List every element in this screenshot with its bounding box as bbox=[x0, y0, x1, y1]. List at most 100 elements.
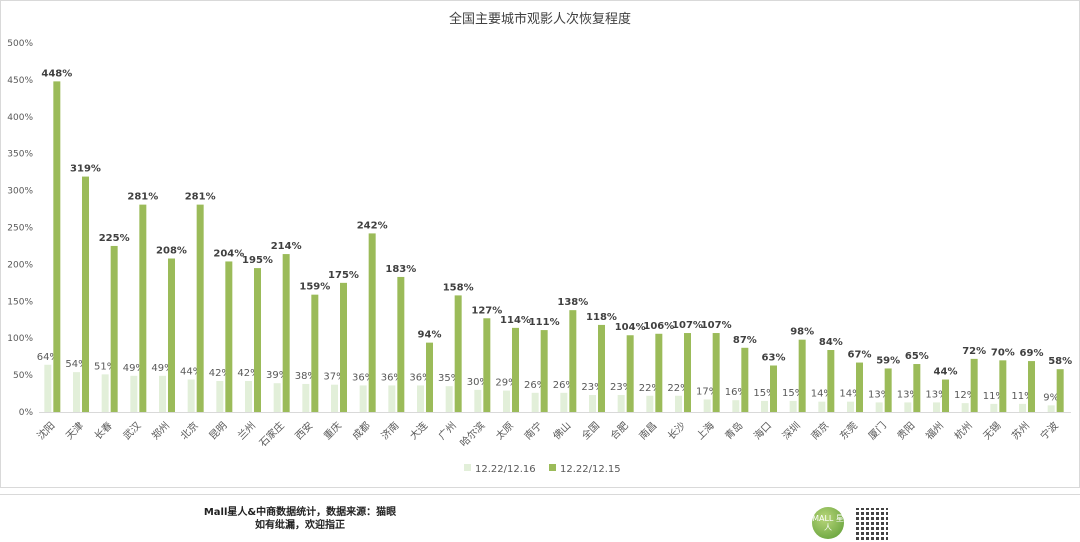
bar-12.22/12.15 bbox=[397, 276, 405, 412]
data-label: 281% bbox=[185, 192, 216, 203]
data-label: 14% bbox=[811, 389, 833, 400]
data-label: 26% bbox=[553, 380, 575, 391]
x-tick-label: 济南 bbox=[378, 419, 401, 442]
y-tick-label: 400% bbox=[7, 113, 33, 123]
bar-12.22/12.15 bbox=[684, 333, 691, 412]
x-tick-label: 西安 bbox=[292, 419, 315, 442]
x-tick-label: 郑州 bbox=[149, 419, 172, 442]
data-label: 44% bbox=[180, 367, 202, 378]
data-label: 104% bbox=[615, 322, 646, 333]
x-tick-label: 福州 bbox=[923, 419, 946, 442]
x-tick-label: 合肥 bbox=[607, 419, 630, 442]
bar-12.22/12.15 bbox=[483, 318, 491, 412]
bar-12.22/12.16 bbox=[818, 401, 826, 412]
x-tick-label: 石家庄 bbox=[256, 419, 286, 449]
data-label: 9% bbox=[1043, 392, 1059, 403]
bar-12.22/12.15 bbox=[139, 204, 147, 412]
y-tick-label: 100% bbox=[7, 334, 33, 344]
data-label: 42% bbox=[237, 368, 259, 379]
bar-12.22/12.16 bbox=[904, 402, 912, 412]
data-label: 138% bbox=[557, 297, 588, 308]
bar-12.22/12.15 bbox=[368, 233, 376, 412]
bar-12.22/12.15 bbox=[942, 379, 949, 412]
bar-12.22/12.16 bbox=[847, 401, 854, 412]
bar-12.22/12.15 bbox=[254, 268, 261, 412]
y-tick-label: 0% bbox=[19, 408, 34, 418]
x-tick-label: 东莞 bbox=[837, 419, 860, 442]
legend-label: 12.22/12.15 bbox=[560, 464, 621, 475]
bar-12.22/12.16 bbox=[675, 395, 682, 412]
x-tick-label: 成都 bbox=[350, 420, 373, 443]
data-label: 44% bbox=[934, 367, 958, 378]
x-tick-label: 大连 bbox=[407, 419, 430, 442]
data-label: 22% bbox=[639, 383, 661, 394]
bar-12.22/12.15 bbox=[53, 81, 61, 412]
y-tick-label: 350% bbox=[7, 150, 33, 160]
x-tick-label: 青岛 bbox=[722, 419, 745, 442]
bar-12.22/12.15 bbox=[655, 333, 663, 412]
x-tick-label: 无锡 bbox=[980, 419, 1003, 442]
bar-12.22/12.16 bbox=[789, 400, 797, 412]
bar-12.22/12.15 bbox=[340, 282, 347, 412]
legend-swatch bbox=[549, 464, 556, 471]
x-tick-label: 宁波 bbox=[1037, 419, 1060, 442]
x-tick-label: 南京 bbox=[808, 419, 831, 442]
data-label: 63% bbox=[762, 353, 786, 364]
x-tick-label: 佛山 bbox=[550, 419, 573, 442]
data-label: 111% bbox=[529, 317, 560, 328]
data-label: 195% bbox=[242, 255, 273, 266]
bar-12.22/12.15 bbox=[569, 310, 577, 412]
bar-12.22/12.15 bbox=[712, 333, 720, 412]
data-label: 87% bbox=[733, 335, 757, 346]
data-label: 319% bbox=[70, 164, 101, 175]
data-label: 70% bbox=[991, 347, 1015, 358]
data-label: 15% bbox=[753, 388, 775, 399]
data-label: 54% bbox=[65, 359, 87, 370]
data-label: 158% bbox=[443, 282, 474, 293]
data-label: 15% bbox=[782, 388, 804, 399]
bar-12.22/12.16 bbox=[560, 392, 568, 412]
data-label: 35% bbox=[438, 373, 460, 384]
x-tick-label: 海口 bbox=[751, 419, 774, 442]
data-label: 225% bbox=[99, 233, 130, 244]
x-tick-label: 武汉 bbox=[120, 419, 143, 442]
data-label: 107% bbox=[701, 320, 732, 331]
bar-12.22/12.16 bbox=[617, 395, 625, 412]
data-label: 107% bbox=[672, 320, 703, 331]
x-tick-label: 北京 bbox=[177, 419, 200, 442]
x-tick-label: 长沙 bbox=[665, 420, 688, 443]
legend-swatch bbox=[464, 464, 471, 471]
data-label: 98% bbox=[790, 327, 814, 338]
bar-12.22/12.15 bbox=[999, 360, 1007, 412]
bar-12.22/12.16 bbox=[933, 402, 940, 412]
bar-12.22/12.15 bbox=[626, 335, 634, 412]
data-label: 64% bbox=[37, 352, 59, 363]
y-tick-label: 450% bbox=[7, 76, 33, 86]
bar-chart: 全国主要城市观影人次恢复程度 0% 50% 100% 150% 200% 250% 300% 3… bbox=[7, 11, 1072, 475]
data-label: 38% bbox=[295, 371, 317, 382]
bar-12.22/12.16 bbox=[302, 383, 310, 412]
x-tick-label: 厦门 bbox=[865, 419, 888, 442]
bar-12.22/12.15 bbox=[512, 327, 519, 412]
legend-label: 12.22/12.16 bbox=[475, 464, 536, 475]
data-label: 84% bbox=[819, 337, 843, 348]
bar-12.22/12.16 bbox=[273, 383, 281, 412]
bar-12.22/12.16 bbox=[359, 385, 367, 412]
bar-12.22/12.15 bbox=[540, 330, 548, 412]
bar-12.22/12.16 bbox=[44, 364, 52, 412]
source-note: Mall星人&中商数据统计，数据来源：猫眼 bbox=[203, 507, 397, 518]
bar-12.22/12.15 bbox=[454, 295, 462, 412]
data-label: 11% bbox=[1011, 391, 1033, 402]
data-label: 29% bbox=[495, 378, 517, 389]
data-label: 30% bbox=[467, 377, 489, 388]
bar-12.22/12.15 bbox=[798, 339, 806, 412]
data-label: 69% bbox=[1020, 348, 1044, 359]
bar-12.22/12.15 bbox=[82, 176, 89, 412]
qr-code-icon bbox=[856, 508, 888, 540]
bar-12.22/12.16 bbox=[875, 402, 883, 412]
data-label: 12% bbox=[954, 390, 976, 401]
x-tick-label: 全国 bbox=[579, 419, 602, 442]
data-label: 36% bbox=[409, 372, 431, 383]
chart-container: 全国主要城市观影人次恢复程度 0% 50% 100% 150% 200% 250% 300% 3… bbox=[0, 0, 1080, 488]
bar-12.22/12.15 bbox=[110, 245, 118, 412]
